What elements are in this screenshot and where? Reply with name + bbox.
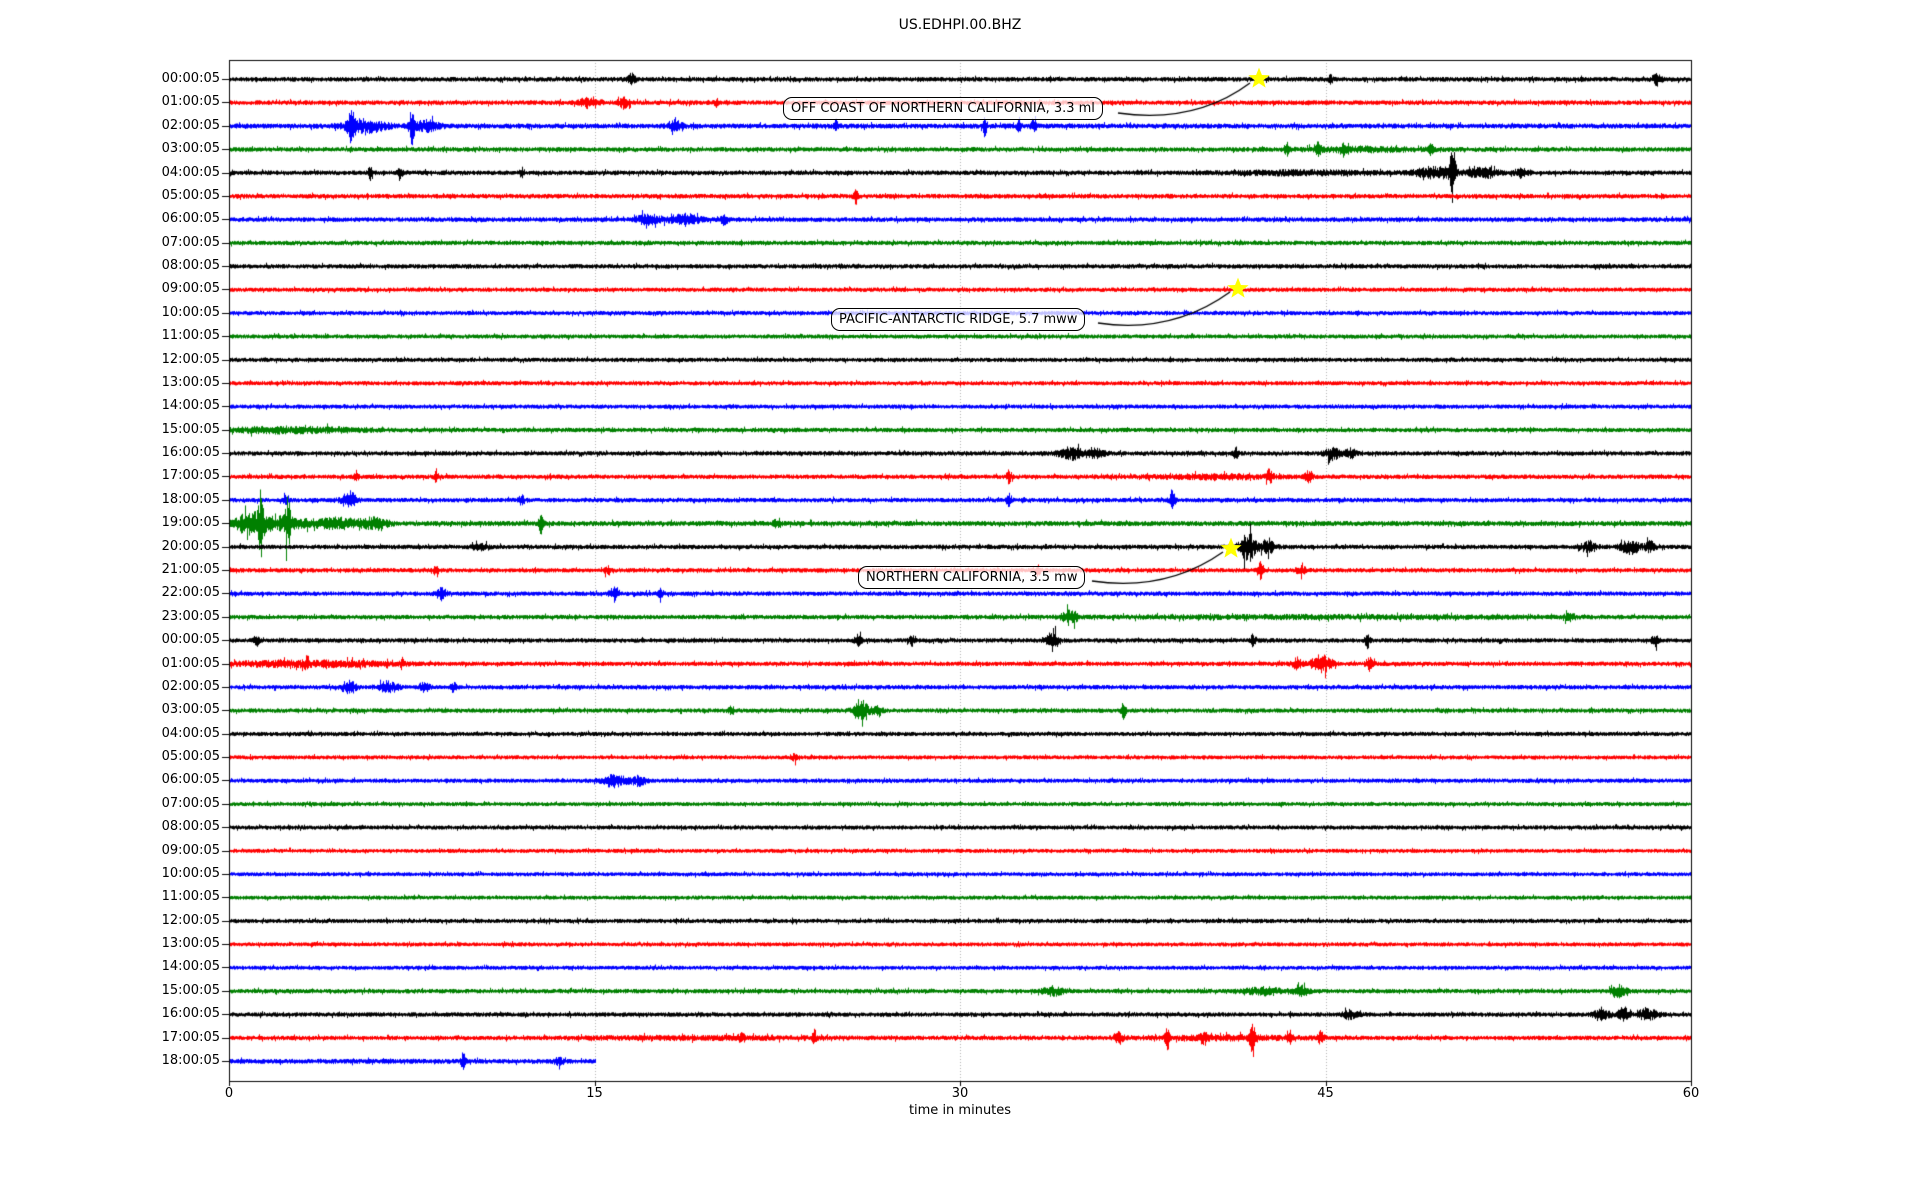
time-label: 00:00:05 xyxy=(161,71,220,86)
time-label: 15:00:05 xyxy=(161,421,220,437)
time-label: 09:00:05 xyxy=(161,281,220,297)
time-label: 12:00:05 xyxy=(161,351,220,367)
chart-title: US.EDHPI.00.BHZ xyxy=(898,17,1022,33)
x-tick-label: 0 xyxy=(224,1086,234,1101)
time-label: 16:00:05 xyxy=(161,445,220,461)
x-tick-label: 30 xyxy=(951,1086,969,1101)
time-label: 04:00:05 xyxy=(161,725,220,741)
time-label: 16:00:05 xyxy=(161,1006,220,1022)
event-annotation-label: PACIFIC-ANTARCTIC RIDGE, 5.7 mww xyxy=(839,312,1078,327)
time-label: 07:00:05 xyxy=(161,795,220,811)
time-label: 12:00:05 xyxy=(161,912,220,928)
time-label: 19:00:05 xyxy=(161,515,220,531)
time-label: 02:00:05 xyxy=(161,678,220,694)
time-label: 22:00:05 xyxy=(161,585,220,601)
time-label: 21:00:05 xyxy=(161,562,220,577)
time-label: 07:00:05 xyxy=(161,234,220,250)
time-label: 17:00:05 xyxy=(161,1029,220,1045)
event-annotation: OFF COAST OF NORTHERN CALIFORNIA, 3.3 ml xyxy=(783,97,1103,120)
time-label: 14:00:05 xyxy=(161,959,220,975)
time-label: 05:00:05 xyxy=(161,749,220,765)
time-label: 05:00:05 xyxy=(161,187,220,203)
time-label: 06:00:05 xyxy=(161,211,220,227)
event-annotation-label: OFF COAST OF NORTHERN CALIFORNIA, 3.3 ml xyxy=(791,101,1095,116)
time-label: 18:00:05 xyxy=(161,491,220,507)
time-label: 08:00:05 xyxy=(161,258,220,274)
time-label: 17:00:05 xyxy=(161,468,220,484)
time-label: 15:00:05 xyxy=(161,982,220,998)
x-axis-title: time in minutes xyxy=(908,1103,1012,1118)
time-label: 10:00:05 xyxy=(161,304,220,320)
time-label: 01:00:05 xyxy=(161,655,220,671)
event-star-icon xyxy=(1219,536,1243,560)
time-label: 20:00:05 xyxy=(161,538,220,554)
time-label: 14:00:05 xyxy=(161,398,220,414)
time-label: 06:00:05 xyxy=(161,772,220,788)
time-label: 03:00:05 xyxy=(161,141,220,157)
time-label: 08:00:05 xyxy=(161,819,220,835)
time-label: 09:00:05 xyxy=(161,842,220,858)
time-label: 03:00:05 xyxy=(161,702,220,718)
time-label: 04:00:05 xyxy=(161,164,220,180)
time-label: 00:00:05 xyxy=(161,632,220,648)
time-label: 10:00:05 xyxy=(161,865,220,881)
x-tick-label: 45 xyxy=(1317,1086,1334,1101)
time-label: 18:00:05 xyxy=(161,1053,220,1068)
x-tick-label: 15 xyxy=(586,1086,603,1101)
time-label: 11:00:05 xyxy=(161,328,220,344)
x-tick-label: 60 xyxy=(1682,1086,1700,1101)
event-annotation: PACIFIC-ANTARCTIC RIDGE, 5.7 mww xyxy=(831,308,1086,331)
time-label: 01:00:05 xyxy=(161,94,220,110)
time-label: 13:00:05 xyxy=(161,374,220,390)
time-label: 02:00:05 xyxy=(161,117,220,133)
event-star-icon xyxy=(1247,66,1271,90)
time-label: 11:00:05 xyxy=(161,889,220,905)
event-annotation-label: NORTHERN CALIFORNIA, 3.5 mw xyxy=(866,570,1078,585)
event-annotation: NORTHERN CALIFORNIA, 3.5 mw xyxy=(858,566,1086,589)
time-label: 23:00:05 xyxy=(161,608,220,624)
event-star-icon xyxy=(1226,276,1250,300)
time-label: 13:00:05 xyxy=(161,936,220,952)
